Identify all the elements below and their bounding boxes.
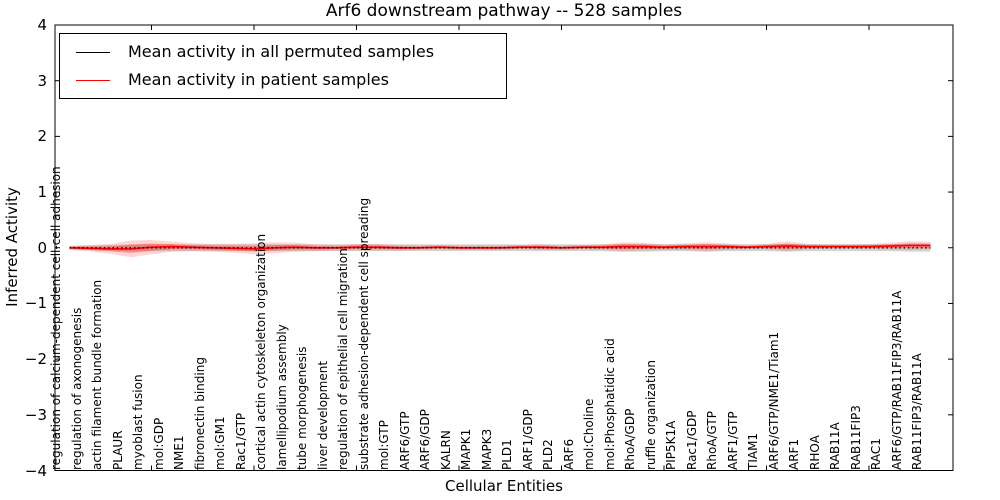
y-tick-label: −2 xyxy=(24,350,47,369)
x-tick-label: mol:Choline xyxy=(582,398,596,470)
x-tick-label: Rac1/GDP xyxy=(684,410,699,470)
y-tick-label: 0 xyxy=(37,238,47,257)
x-tick-label: ARF1/GTP xyxy=(725,411,740,470)
legend-entry-permuted: Mean activity in all permuted samples xyxy=(76,42,506,62)
x-tick-label: substrate adhesion-dependent cell spread… xyxy=(356,197,371,470)
x-tick-label: mol:GDP xyxy=(151,417,166,470)
x-tick-label: regulation of calcium-dependent cell-cel… xyxy=(49,166,63,470)
x-tick-label: cortical actin cytoskeleton organization xyxy=(254,233,268,470)
x-tick-label: PLAUR xyxy=(110,430,125,470)
x-tick-label: RAB11FIP3 xyxy=(848,405,863,470)
x-axis-title: Cellular Entities xyxy=(445,477,563,495)
x-tick-label: PLD1 xyxy=(500,439,514,470)
x-tick-label: RAB11A xyxy=(828,422,842,470)
x-tick-label: actin filament bundle formation xyxy=(90,279,104,470)
x-tick-label: ARF6/GTP xyxy=(397,411,412,470)
x-tick-label: ARF1/GDP xyxy=(520,409,535,470)
x-tick-label: mol:Phosphatidic acid xyxy=(602,338,617,470)
y-tick-label: 4 xyxy=(37,16,47,34)
x-tick-label: ARF6/GTP/NME1/Tiam1 xyxy=(766,331,781,470)
y-tick-label: 1 xyxy=(37,183,47,202)
legend-label-permuted: Mean activity in all permuted samples xyxy=(128,42,435,61)
x-tick-label: lamellipodium assembly xyxy=(274,324,289,470)
y-tick-label: −4 xyxy=(24,461,47,480)
legend-entry-patient: Mean activity in patient samples xyxy=(76,70,506,90)
x-tick-label: MAPK3 xyxy=(479,428,494,470)
x-tick-label: RhoA/GTP xyxy=(705,411,719,470)
x-tick-label: TIAM1 xyxy=(746,432,760,470)
legend-label-patient: Mean activity in patient samples xyxy=(128,70,389,89)
x-tick-label: ARF6 xyxy=(561,438,576,470)
x-tick-label: NME1 xyxy=(172,435,186,470)
x-tick-label: RAC1 xyxy=(869,438,883,470)
x-tick-label: PLD2 xyxy=(541,439,555,470)
legend-line-sample-patient xyxy=(76,79,110,81)
x-tick-label: Rac1/GTP xyxy=(233,412,248,470)
x-tick-label: PIP5K1A xyxy=(664,420,678,470)
x-tick-label: myoblast fusion xyxy=(131,374,145,470)
x-tick-label: mol:GTP xyxy=(377,420,391,470)
y-tick-label: −1 xyxy=(24,294,47,313)
x-tick-label: ruffle organization xyxy=(643,360,658,470)
x-tick-label: tube morphogenesis xyxy=(295,346,309,470)
y-tick-label: −3 xyxy=(24,405,47,424)
x-tick-label: MAPK1 xyxy=(459,428,473,470)
x-tick-label: mol:GM1 xyxy=(213,416,227,470)
y-tick-label: 3 xyxy=(37,71,47,90)
x-tick-label: RAB11FIP3/RAB11A xyxy=(910,353,924,470)
x-tick-label: ARF6/GDP xyxy=(418,409,432,470)
x-tick-label: RhoA/GDP xyxy=(623,408,637,470)
x-tick-label: ARF1 xyxy=(787,438,801,470)
x-tick-label: RHOA xyxy=(807,435,822,470)
x-tick-label: fibronectin binding xyxy=(192,357,207,470)
y-tick-label: 2 xyxy=(37,127,47,146)
x-tick-label: regulation of epithelial cell migration xyxy=(336,248,350,470)
x-tick-label: KALRN xyxy=(438,430,453,470)
legend: Mean activity in all permuted samples Me… xyxy=(59,33,507,99)
x-tick-label: ARF6/GTP/RAB11FIP3/RAB11A xyxy=(889,290,904,470)
x-tick-label: liver development xyxy=(315,360,330,470)
x-tick-label: regulation of axonogenesis xyxy=(69,307,84,470)
legend-line-sample-permuted xyxy=(76,51,110,53)
chart-title: Arf6 downstream pathway -- 528 samples xyxy=(325,1,683,21)
